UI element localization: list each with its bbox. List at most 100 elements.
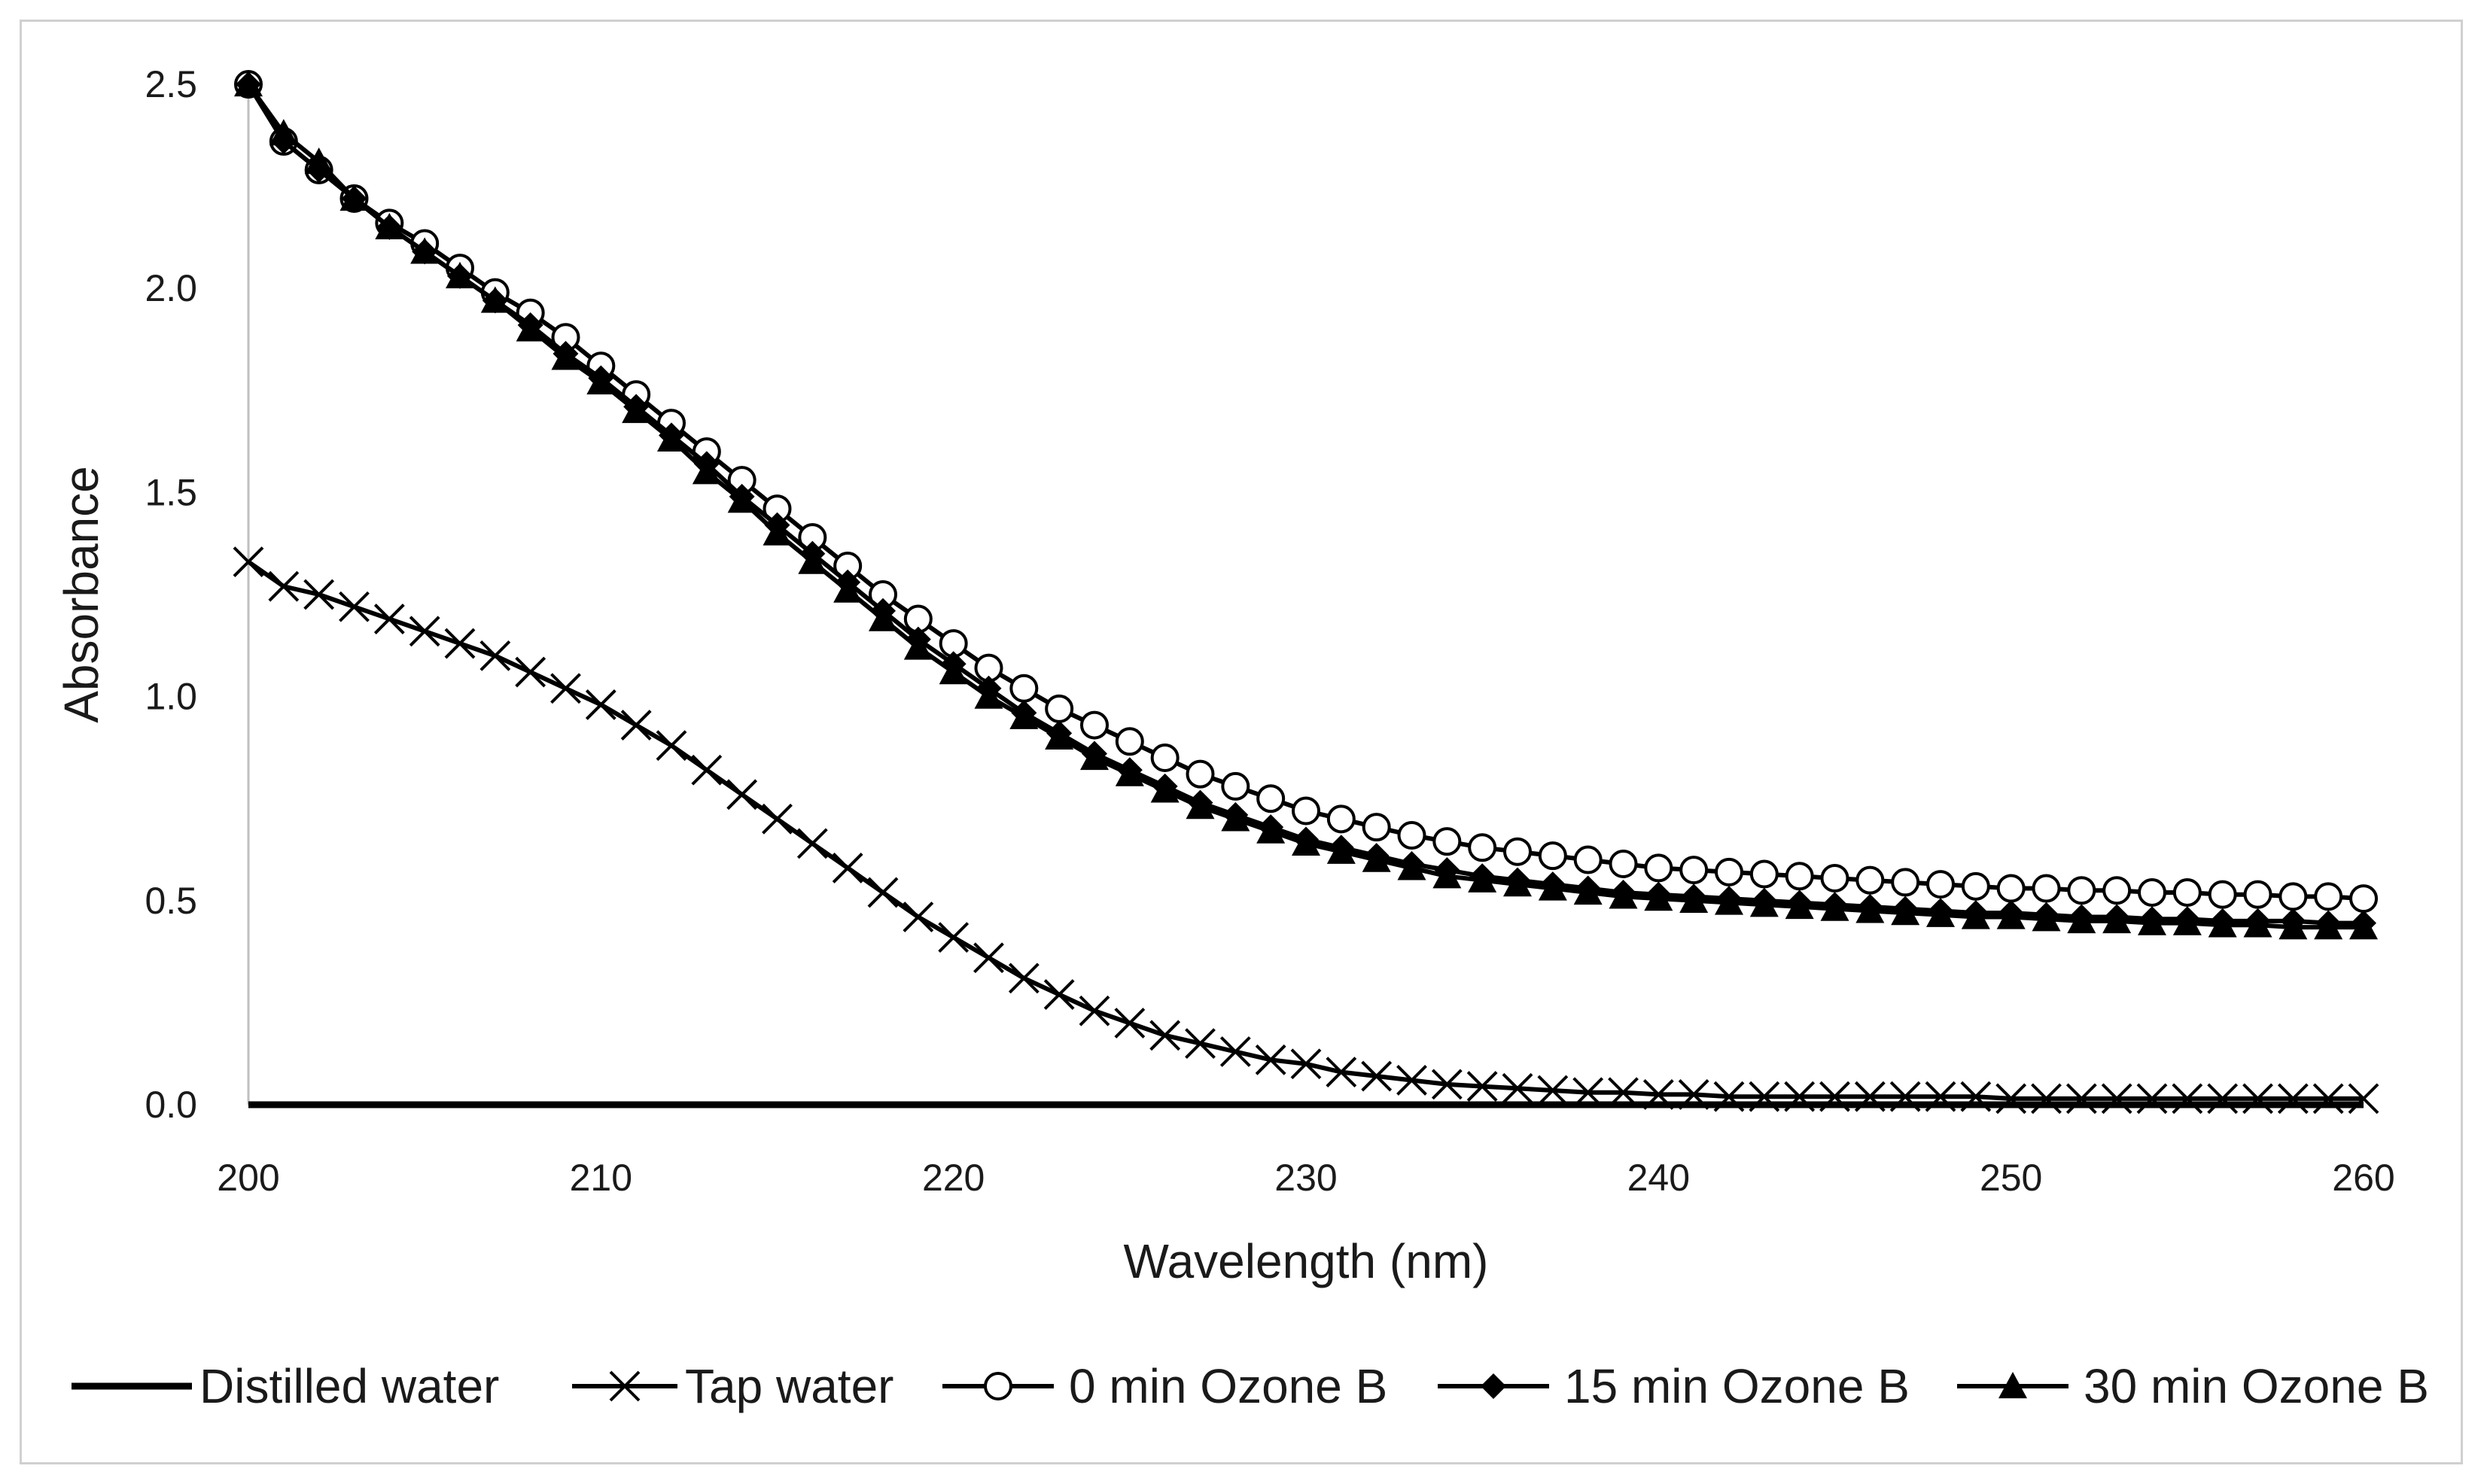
data-point-tap-water	[2277, 1083, 2309, 1115]
data-point-30-min-ozone-b	[1503, 870, 1532, 897]
y-tick-label: 2.0	[145, 267, 197, 309]
y-tick-label: 1.5	[145, 471, 197, 513]
data-point-0-min-ozone-b	[1573, 845, 1603, 874]
data-point-0-min-ozone-b	[1855, 865, 1885, 895]
data-point-30-min-ozone-b	[869, 604, 897, 631]
data-point-tap-water	[1713, 1081, 1745, 1112]
data-point-tap-water	[409, 616, 440, 647]
data-point-0-min-ozone-b	[1891, 868, 1920, 897]
legend-swatch-marker	[1481, 1373, 1506, 1399]
y-tick-label: 0.5	[145, 880, 197, 922]
data-point-tap-water	[726, 779, 758, 810]
data-point-tap-water	[1149, 1020, 1181, 1051]
legend-label: 30 min Ozone B	[2084, 1359, 2429, 1413]
data-point-0-min-ozone-b	[1503, 837, 1532, 866]
data-point-30-min-ozone-b	[903, 633, 933, 660]
data-point-tap-water	[1819, 1081, 1850, 1112]
data-point-0-min-ozone-b	[2138, 877, 2166, 907]
data-point-30-min-ozone-b	[2138, 908, 2166, 935]
data-point-tap-water	[762, 803, 793, 835]
legend-label: 0 min Ozone B	[1069, 1359, 1387, 1413]
data-point-0-min-ozone-b	[1679, 856, 1709, 885]
y-tick-label: 2.5	[145, 63, 197, 105]
data-point-30-min-ozone-b	[2349, 913, 2378, 940]
data-point-tap-water	[1784, 1081, 1816, 1112]
data-point-tap-water	[867, 877, 899, 908]
data-point-30-min-ozone-b	[339, 184, 369, 211]
data-point-30-min-ozone-b	[833, 576, 863, 603]
data-point-tap-water	[973, 942, 1004, 974]
data-point-tap-water	[1043, 979, 1075, 1010]
data-point-tap-water	[1079, 995, 1110, 1026]
data-point-tap-water	[339, 591, 370, 622]
data-point-tap-water	[303, 579, 335, 610]
data-point-tap-water	[1642, 1079, 1674, 1110]
legend-item-0-min-ozone-b: 0 min Ozone B	[942, 1359, 1387, 1413]
data-point-30-min-ozone-b	[1820, 894, 1849, 921]
data-point-tap-water	[1431, 1069, 1463, 1100]
data-point-30-min-ozone-b	[1432, 862, 1462, 889]
data-point-30-min-ozone-b	[657, 424, 686, 452]
x-tick-labels: 200 210 220 230 240 250 260	[217, 1157, 2394, 1199]
data-point-tap-water	[373, 604, 405, 634]
data-point-30-min-ozone-b	[1644, 884, 1673, 911]
data-point-0-min-ozone-b	[1961, 871, 1990, 901]
data-point-tap-water	[550, 673, 581, 704]
data-point-30-min-ozone-b	[1679, 886, 1709, 913]
legend-label: Tap water	[685, 1359, 893, 1413]
data-point-tap-water	[796, 828, 828, 859]
series-layer	[233, 70, 2379, 1115]
data-point-0-min-ozone-b	[1362, 813, 1391, 842]
x-tick-label: 210	[570, 1157, 632, 1199]
data-point-tap-water	[1219, 1036, 1251, 1067]
data-point-30-min-ozone-b	[622, 396, 651, 424]
series-30-min-ozone-b	[234, 70, 2378, 940]
data-point-30-min-ozone-b	[974, 682, 1003, 709]
data-point-tap-water	[1466, 1071, 1498, 1102]
y-tick-labels: 0.0 0.5 1.0 1.5 2.0 2.5	[145, 63, 197, 1126]
data-point-tap-water	[1854, 1081, 1886, 1112]
x-axis-title: Wavelength (nm)	[1124, 1234, 1489, 1288]
data-point-0-min-ozone-b	[1609, 849, 1638, 878]
data-point-30-min-ozone-b	[1080, 743, 1109, 771]
data-point-30-min-ozone-b	[1397, 853, 1426, 880]
data-point-0-min-ozone-b	[2314, 882, 2343, 911]
data-point-30-min-ozone-b	[1115, 759, 1144, 786]
data-point-tap-water	[620, 710, 652, 740]
data-point-0-min-ozone-b	[2032, 874, 2061, 903]
legend: Distilled water Tap water 0 min Ozone B 15 …	[72, 1359, 2429, 1413]
data-point-0-min-ozone-b	[1045, 694, 1074, 723]
data-point-30-min-ozone-b	[727, 486, 756, 513]
data-point-tap-water	[1537, 1075, 1569, 1106]
y-tick-label: 0.0	[145, 1084, 197, 1126]
data-point-tap-water	[1960, 1081, 1992, 1112]
legend-item-15-min-ozone-b: 15 min Ozone B	[1438, 1359, 1910, 1413]
data-point-0-min-ozone-b	[1080, 710, 1109, 740]
data-point-tap-water	[1572, 1077, 1604, 1108]
data-point-tap-water	[832, 852, 863, 883]
data-point-tap-water	[1185, 1028, 1216, 1060]
data-point-0-min-ozone-b	[1292, 796, 1320, 826]
data-point-0-min-ozone-b	[2208, 880, 2237, 909]
data-point-0-min-ozone-b	[1926, 870, 1955, 899]
data-point-tap-water	[2312, 1083, 2344, 1115]
data-point-0-min-ozone-b	[1785, 862, 1814, 891]
data-point-0-min-ozone-b	[1326, 804, 1356, 834]
data-point-30-min-ozone-b	[1961, 902, 1990, 929]
data-point-0-min-ozone-b	[1115, 727, 1144, 756]
data-point-tap-water	[2172, 1083, 2203, 1115]
legend-item-30-min-ozone-b: 30 min Ozone B	[1957, 1359, 2429, 1413]
data-point-0-min-ozone-b	[1186, 759, 1215, 789]
data-point-tap-water	[903, 902, 934, 932]
legend-swatch-marker	[1998, 1372, 2027, 1399]
data-point-0-min-ozone-b	[1397, 821, 1426, 850]
data-point-30-min-ozone-b	[939, 658, 968, 685]
data-point-30-min-ozone-b	[551, 343, 580, 370]
data-point-0-min-ozone-b	[2172, 877, 2202, 907]
x-tick-label: 260	[2332, 1157, 2394, 1199]
data-point-30-min-ozone-b	[446, 261, 474, 289]
data-point-tap-water	[2242, 1083, 2273, 1115]
data-point-tap-water	[1995, 1083, 2027, 1115]
legend-label: 15 min Ozone B	[1564, 1359, 1910, 1413]
